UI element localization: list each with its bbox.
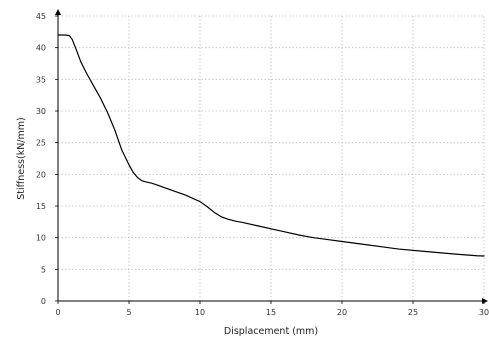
x-tick-label-4: 20 [337,308,347,317]
y-tick-label-9: 45 [36,12,46,21]
y-tick-label-2: 10 [36,234,46,243]
y-tick-label-3: 15 [36,202,46,211]
x-tick-label-1: 5 [126,308,131,317]
x-tick-label-6: 30 [479,308,489,317]
x-axis-arrow [482,298,488,304]
grid-layer [58,15,485,301]
x-tick-labels: 0 5 10 15 20 25 30 [55,308,489,317]
y-tick-label-6: 30 [36,107,46,116]
y-tick-labels: 0 5 10 15 20 25 30 35 40 45 [36,12,46,306]
y-tick-label-1: 5 [41,265,46,274]
x-tick-label-5: 25 [408,308,418,317]
series-layer [57,34,485,257]
y-tick-label-7: 35 [36,75,46,84]
y-tick-label-4: 20 [36,170,46,179]
axes-layer [55,9,488,304]
series-line-0 [57,34,485,257]
y-axis-arrow [55,9,61,15]
y-tick-label-5: 25 [36,139,46,148]
x-tick-label-0: 0 [55,308,60,317]
x-tick-label-2: 10 [195,308,205,317]
y-tick-label-8: 40 [36,44,46,53]
y-axis-title: Stiffness(kN/mm) [16,117,27,199]
y-tick-label-0: 0 [41,297,46,306]
x-tick-label-3: 15 [266,308,276,317]
x-axis-title: Displacement (mm) [224,326,318,337]
